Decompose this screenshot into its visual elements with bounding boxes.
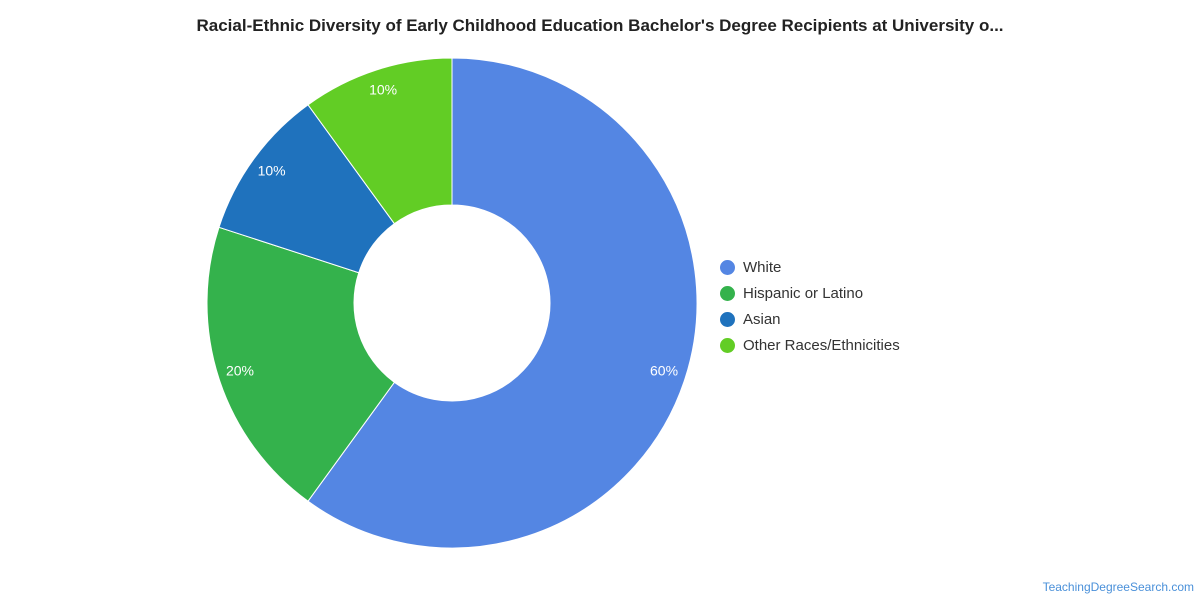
slice-label-asian: 10% <box>258 163 286 179</box>
legend-label: Hispanic or Latino <box>743 284 864 302</box>
legend: White Hispanic or Latino Asian Other Rac… <box>720 254 900 358</box>
slice-other-races-ethnicities[interactable] <box>307 57 453 225</box>
slice-label-other-races-ethnicities: 10% <box>369 82 397 98</box>
chart-title: Racial-Ethnic Diversity of Early Childho… <box>196 16 1004 35</box>
slice-white[interactable] <box>307 57 698 549</box>
source-credit-link[interactable]: TeachingDegreeSearch.com <box>1042 580 1194 594</box>
legend-label: Other Races/Ethnicities <box>743 336 900 354</box>
legend-swatch <box>720 285 735 301</box>
slice-label-hispanic-or-latino: 20% <box>226 363 254 379</box>
legend-item-hispanic-or-latino[interactable]: Hispanic or Latino <box>720 280 900 306</box>
legend-swatch <box>720 337 735 353</box>
legend-label: White <box>743 258 782 276</box>
legend-item-asian[interactable]: Asian <box>720 306 900 332</box>
legend-swatch <box>720 259 735 275</box>
slice-hispanic-or-latino[interactable] <box>206 226 396 502</box>
legend-label: Asian <box>743 310 781 328</box>
slice-labels-layer: 60% 20% 10% 10% <box>226 82 678 379</box>
legend-item-white[interactable]: White <box>720 254 900 280</box>
legend-item-other-races-ethnicities[interactable]: Other Races/Ethnicities <box>720 332 900 358</box>
legend-swatch <box>720 311 735 327</box>
slices-layer <box>206 57 698 549</box>
slice-label-white: 60% <box>650 363 678 379</box>
